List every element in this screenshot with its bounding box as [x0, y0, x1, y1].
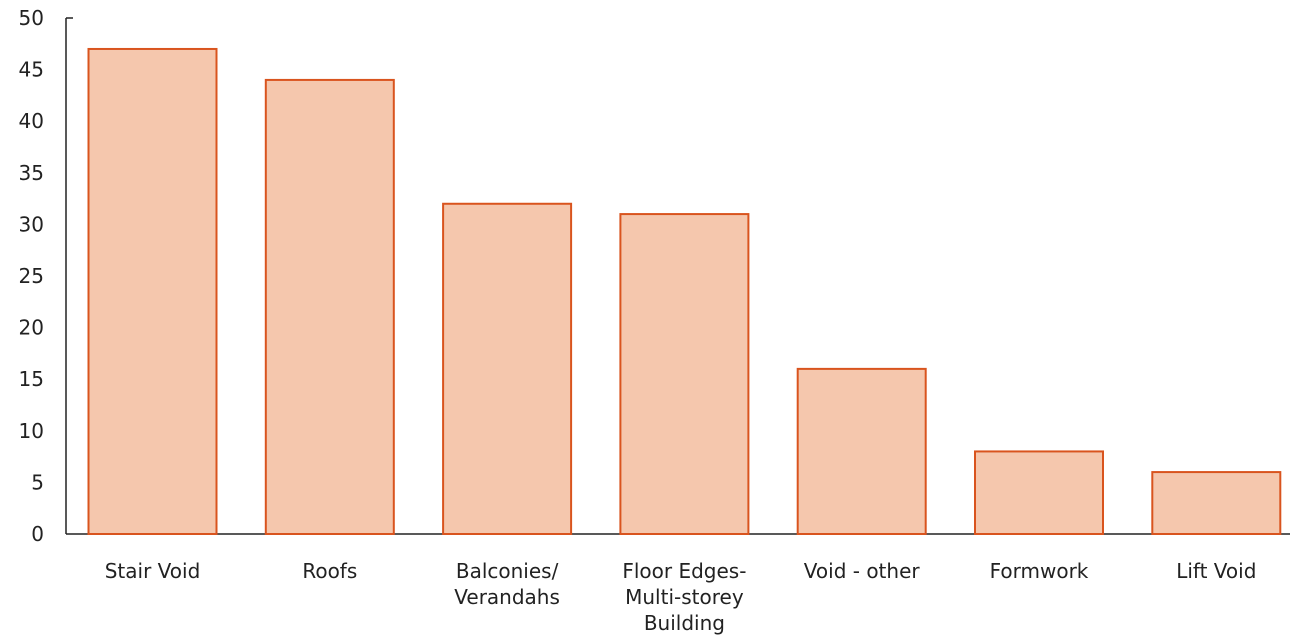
x-category-label-line: Lift Void	[1176, 559, 1256, 583]
x-category-label: Floor Edges-Multi-storey Building	[622, 559, 746, 635]
x-category-label: Lift Void	[1176, 559, 1256, 583]
x-category-label: Void - other	[804, 559, 921, 583]
y-tick-label: 20	[19, 316, 44, 340]
y-tick-label: 40	[19, 109, 44, 133]
bar-1	[264, 78, 395, 535]
bar-2	[442, 202, 573, 535]
bars	[87, 47, 1282, 536]
x-axis-labels: Stair Void Roofs Balconies/Verandahs Floor …	[105, 559, 1257, 635]
bar-6	[1151, 471, 1282, 535]
y-tick-label: 35	[19, 161, 44, 185]
bar-4	[796, 367, 927, 535]
x-category-label-line: Floor Edges-	[622, 559, 746, 583]
y-tick-label: 15	[19, 367, 44, 391]
x-category-label-line: Void - other	[804, 559, 921, 583]
x-category-label-line: Balconies/	[456, 559, 559, 583]
x-category-label-line: Stair Void	[105, 559, 201, 583]
y-tick-label: 5	[31, 470, 44, 494]
x-category-label-line: Verandahs	[454, 585, 560, 609]
x-category-label: Balconies/Verandahs	[454, 559, 560, 609]
bar-0	[87, 47, 218, 536]
y-tick-label: 25	[19, 264, 44, 288]
x-category-label: Roofs	[302, 559, 357, 583]
bar-5	[974, 450, 1104, 535]
x-category-label-line: Multi-storey	[625, 585, 744, 609]
x-category-label: Formwork	[990, 559, 1089, 583]
bar-3	[619, 213, 750, 536]
x-category-label: Stair Void	[105, 559, 201, 583]
y-tick-label: 45	[19, 58, 44, 82]
x-category-label-line: Roofs	[302, 559, 357, 583]
y-tick-label: 10	[19, 419, 44, 443]
x-category-label-line: Building	[644, 611, 725, 635]
y-tick-label: 30	[19, 212, 44, 236]
x-category-label-line: Formwork	[990, 559, 1089, 583]
y-tick-label: 0	[31, 522, 44, 546]
y-tick-label: 50	[19, 6, 44, 30]
